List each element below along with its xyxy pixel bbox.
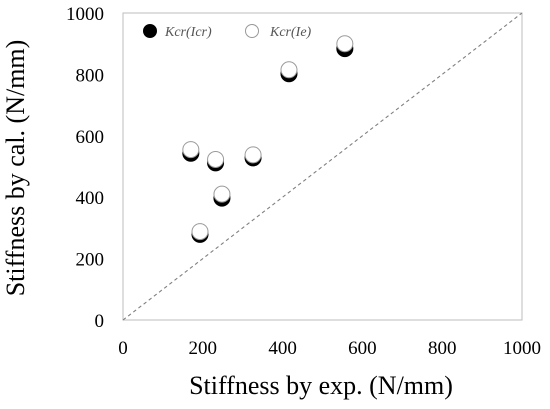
plot-area bbox=[123, 13, 522, 320]
reference-line-layer bbox=[123, 13, 522, 320]
point-kcr-ie bbox=[192, 224, 208, 240]
y-tick-label: 400 bbox=[76, 188, 105, 209]
point-kcr-ie bbox=[208, 151, 224, 167]
x-tick-label: 200 bbox=[189, 338, 218, 359]
point-kcr-ie bbox=[337, 36, 353, 52]
x-tick-label: 800 bbox=[428, 338, 457, 359]
x-tick-label: 600 bbox=[348, 338, 377, 359]
x-tick-label: 0 bbox=[118, 338, 128, 359]
legend: Kcr(Icr) Kcr(Ie) bbox=[144, 25, 312, 41]
y-tick-label: 200 bbox=[76, 250, 105, 271]
legend-label-kcr-icr: Kcr(Icr) bbox=[164, 25, 212, 40]
point-kcr-ie bbox=[281, 62, 297, 78]
legend-label-kcr-ie: Kcr(Ie) bbox=[269, 25, 312, 40]
point-kcr-ie bbox=[245, 147, 261, 163]
y-tick-label: 800 bbox=[76, 65, 105, 86]
legend-marker-kcr-ie bbox=[246, 25, 259, 38]
point-kcr-ie bbox=[214, 186, 230, 202]
reference-line bbox=[123, 13, 522, 320]
y-tick-label: 600 bbox=[76, 127, 105, 148]
legend-marker-kcr-icr bbox=[144, 25, 157, 38]
y-tick-label: 0 bbox=[95, 311, 105, 332]
y-axis-title: Stiffness by cal. (N/mm) bbox=[1, 40, 30, 297]
x-axis-title: Stiffness by exp. (N/mm) bbox=[189, 371, 453, 400]
point-kcr-ie bbox=[183, 142, 199, 158]
x-tick-label: 400 bbox=[268, 338, 297, 359]
y-tick-label: 1000 bbox=[66, 4, 104, 25]
plot-frame bbox=[123, 13, 522, 320]
data-points bbox=[183, 36, 353, 243]
x-tick-label: 1000 bbox=[503, 338, 541, 359]
